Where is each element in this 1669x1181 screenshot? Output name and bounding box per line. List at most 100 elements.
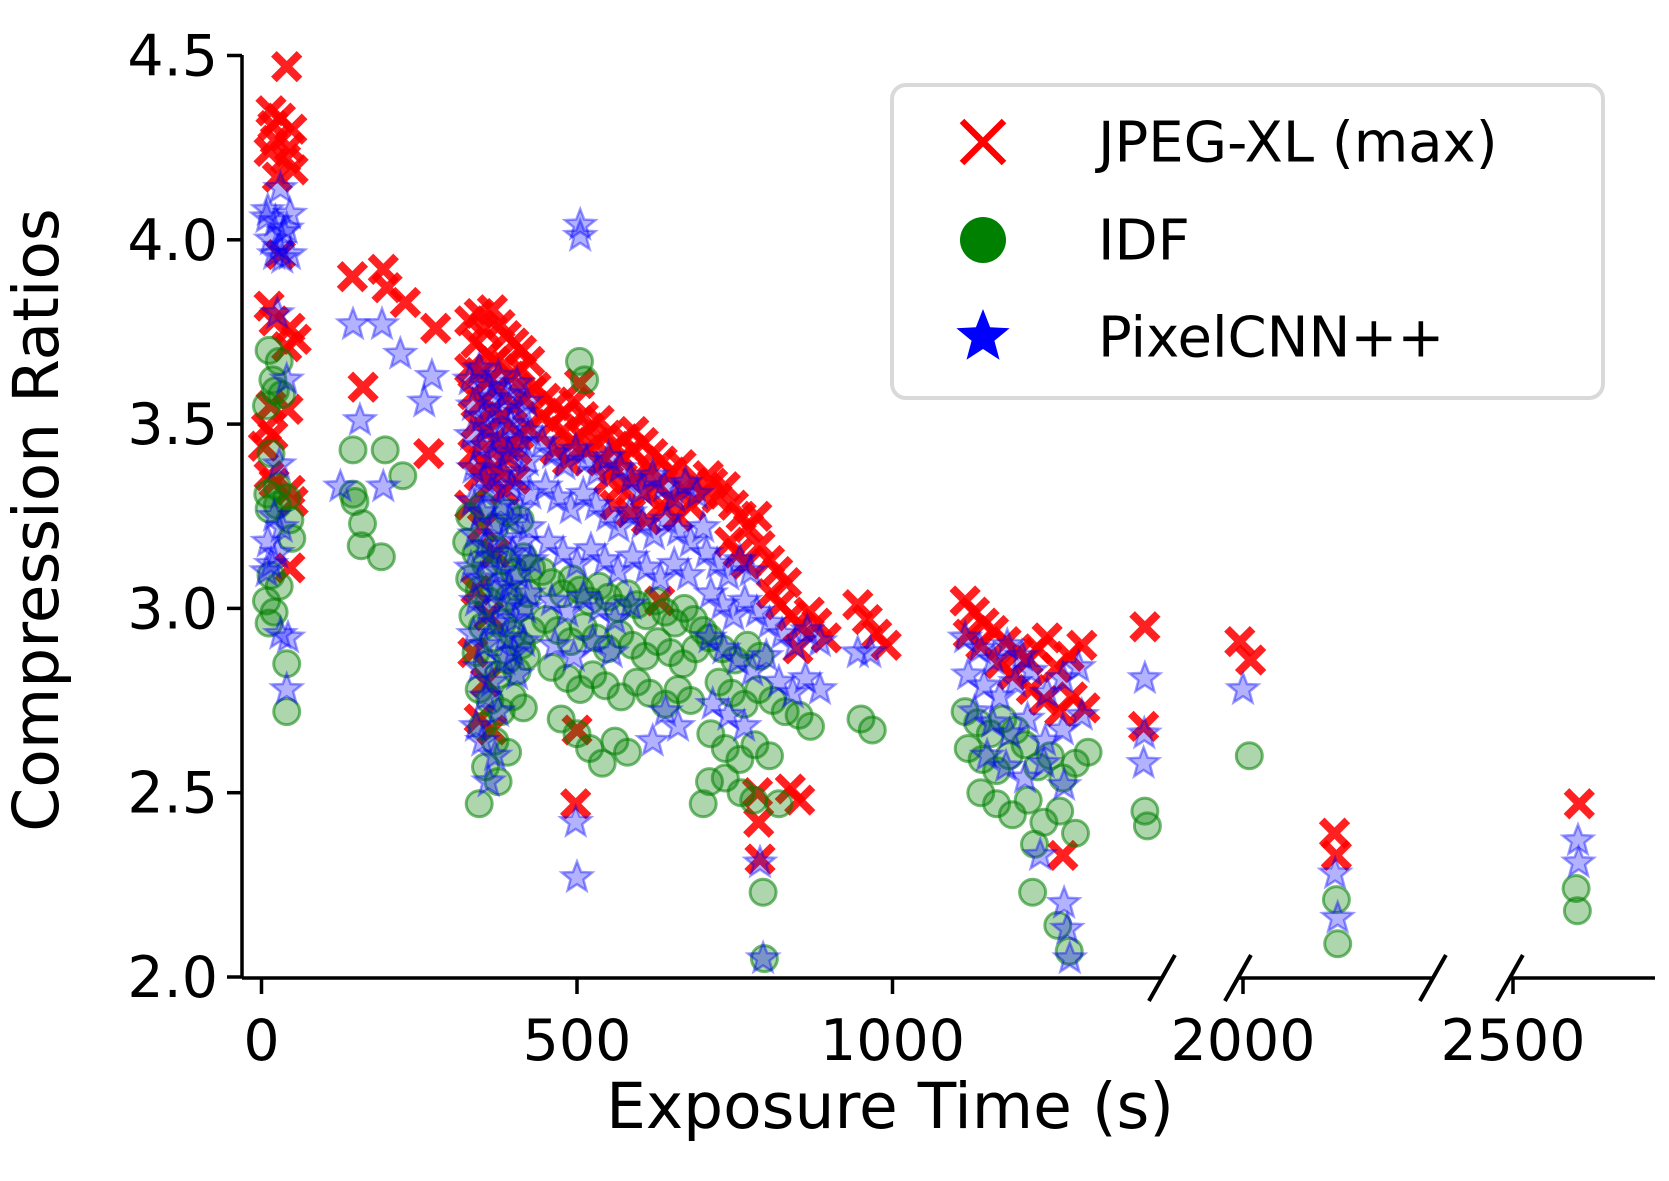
x-marker-icon — [1047, 839, 1079, 872]
star-marker-icon — [599, 551, 637, 588]
star-marker-icon — [1044, 658, 1082, 695]
star-marker-icon — [747, 636, 785, 673]
star-marker-icon — [601, 448, 639, 485]
star-marker-icon — [690, 618, 729, 654]
star-marker-icon — [499, 555, 537, 592]
star-marker-icon — [611, 493, 649, 529]
x-marker-icon — [1318, 817, 1351, 849]
star-marker-icon — [471, 537, 510, 573]
star-marker-icon — [260, 227, 298, 263]
star-marker-icon — [1045, 765, 1083, 802]
circle-marker-icon — [338, 435, 368, 465]
y-tick-label: 3.5 — [127, 392, 218, 458]
star-marker-icon — [453, 481, 491, 518]
y-tick-label: 4.0 — [127, 208, 218, 274]
star-marker-icon — [1028, 673, 1066, 709]
star-marker-icon — [498, 364, 536, 400]
star-marker-icon — [1224, 669, 1262, 706]
star-marker-icon — [558, 857, 596, 894]
star-marker-icon — [492, 467, 530, 503]
star-marker-icon — [612, 585, 650, 621]
star-marker-icon — [577, 485, 615, 521]
circle-marker-icon — [464, 675, 494, 704]
star-marker-icon — [1026, 721, 1064, 757]
x-marker-icon — [959, 118, 1007, 166]
star-marker-icon — [477, 570, 515, 606]
circle-marker-icon — [1054, 936, 1084, 966]
x-tick-label: 2000 — [1170, 1008, 1315, 1074]
x-marker-icon — [1069, 692, 1101, 724]
star-marker-icon — [557, 430, 595, 466]
legend-entry-pixelcnn: PixelCNN++ — [956, 306, 1444, 371]
star-marker-icon — [261, 614, 299, 650]
star-marker-icon — [472, 470, 510, 507]
star-marker-icon — [666, 463, 705, 499]
star-marker-icon — [709, 555, 748, 592]
series-jpeg-xl-max — [247, 50, 1595, 875]
star-marker-icon — [1025, 743, 1063, 780]
circle-marker-icon — [1234, 741, 1264, 771]
circle-marker-icon — [1018, 877, 1048, 907]
star-marker-icon — [949, 655, 987, 691]
x-marker-icon — [1563, 788, 1595, 820]
circle-marker-icon — [1043, 910, 1073, 940]
x-marker-icon — [870, 629, 902, 661]
x-marker-icon — [709, 471, 741, 503]
star-marker-icon — [721, 540, 759, 577]
star-marker-icon — [545, 445, 583, 481]
circle-marker-icon — [764, 789, 794, 819]
x-marker-icon — [271, 50, 303, 83]
star-marker-icon — [457, 706, 495, 743]
legend-label-idf: IDF — [1098, 209, 1190, 274]
star-marker-icon — [491, 500, 529, 536]
star-marker-icon — [1063, 695, 1101, 732]
star-marker-icon — [725, 706, 763, 743]
x-marker-icon — [560, 788, 592, 820]
star-marker-icon — [452, 415, 490, 451]
circle-marker-icon — [745, 641, 775, 671]
star-marker-icon — [466, 526, 504, 562]
legend-label-jpeg-xl: JPEG-XL (max) — [1095, 111, 1498, 176]
star-marker-icon — [955, 692, 994, 728]
x-axis-title: Exposure Time (s) — [606, 1070, 1174, 1143]
star-marker-icon — [475, 504, 513, 540]
star-marker-icon — [613, 537, 652, 573]
star-marker-icon — [1012, 651, 1050, 687]
circle-marker-icon — [498, 682, 528, 712]
star-marker-icon — [557, 802, 595, 838]
star-marker-icon — [249, 190, 287, 227]
star-marker-icon — [1003, 636, 1041, 673]
star-marker-icon — [1560, 843, 1598, 879]
star-marker-icon — [656, 478, 694, 514]
circle-marker-icon — [537, 652, 567, 682]
star-marker-icon — [268, 209, 306, 245]
star-marker-icon — [261, 168, 299, 204]
star-marker-icon — [684, 507, 722, 544]
circle-marker-icon — [688, 789, 718, 819]
star-marker-icon — [268, 669, 306, 706]
star-marker-icon — [1319, 898, 1357, 934]
star-marker-icon — [719, 640, 757, 676]
x-tick-label: 500 — [523, 1008, 632, 1074]
star-marker-icon — [634, 721, 672, 757]
legend: JPEG-XL (max) IDF PixelCNN++ — [890, 83, 1605, 400]
star-marker-icon — [1126, 658, 1164, 695]
star-marker-icon — [731, 551, 770, 588]
star-marker-icon — [548, 592, 587, 628]
star-marker-icon — [580, 588, 618, 625]
circle-marker-icon — [512, 641, 541, 671]
star-marker-icon — [476, 603, 514, 639]
star-marker-icon — [968, 736, 1006, 772]
circle-marker-icon — [252, 391, 281, 421]
star-marker-icon — [776, 625, 814, 662]
star-marker-icon — [564, 474, 602, 510]
legend-label-pixelcnn: PixelCNN++ — [1098, 306, 1444, 371]
star-marker-icon — [523, 422, 561, 459]
star-marker-icon — [509, 441, 547, 477]
star-marker-icon — [741, 843, 779, 879]
star-marker-icon — [483, 452, 522, 488]
star-marker-icon — [774, 673, 812, 709]
star-marker-icon — [714, 596, 753, 632]
x-marker-icon — [273, 131, 305, 164]
star-marker-icon — [1048, 909, 1086, 945]
